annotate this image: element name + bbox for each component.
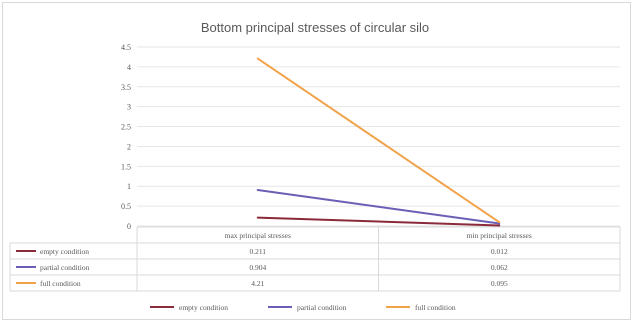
y-tick-label: 3 (127, 103, 131, 112)
table-value-cell: 4.21 (251, 279, 264, 288)
y-tick-label: 3.5 (121, 83, 131, 92)
y-tick-label: 1.5 (121, 162, 131, 171)
table-row-label: empty condition (40, 247, 89, 256)
table-value-cell: 0.211 (249, 247, 266, 256)
y-tick-label: 0.5 (121, 202, 131, 211)
legend-label: partial condition (297, 303, 347, 312)
y-axis: 0 0.5 1 1.5 2 2.5 3 3.5 4 4.5 (121, 43, 131, 231)
legend-label: full condition (415, 303, 456, 312)
table-row-label: full condition (40, 279, 81, 288)
series-line (256, 216, 501, 227)
table-header-cell: max principal stresses (225, 231, 291, 240)
series-line (256, 57, 501, 224)
legend-label: empty condition (179, 303, 228, 312)
y-tick-label: 4 (127, 63, 131, 72)
y-tick-label: 2.5 (121, 123, 131, 132)
data-table: max principal stresses min principal stre… (9, 226, 621, 292)
y-tick-label: 1 (127, 182, 131, 191)
table-value-cell: 0.062 (491, 263, 508, 272)
chart-title: Bottom principal stresses of circular si… (201, 20, 429, 35)
table-row-label: partial condition (40, 263, 90, 272)
series-line (256, 189, 501, 225)
table-value-cell: 0.012 (491, 247, 508, 256)
y-tick-label: 2 (127, 142, 131, 151)
table-header-cell: min principal stresses (467, 231, 532, 240)
y-tick-label: 4.5 (121, 43, 131, 52)
table-value-cell: 0.095 (491, 279, 508, 288)
table-value-cell: 0.904 (249, 263, 266, 272)
legend: empty condition partial condition full con… (150, 303, 456, 312)
y-tick-label: 0 (127, 222, 131, 231)
series-lines (256, 57, 501, 227)
gridlines (137, 46, 620, 227)
